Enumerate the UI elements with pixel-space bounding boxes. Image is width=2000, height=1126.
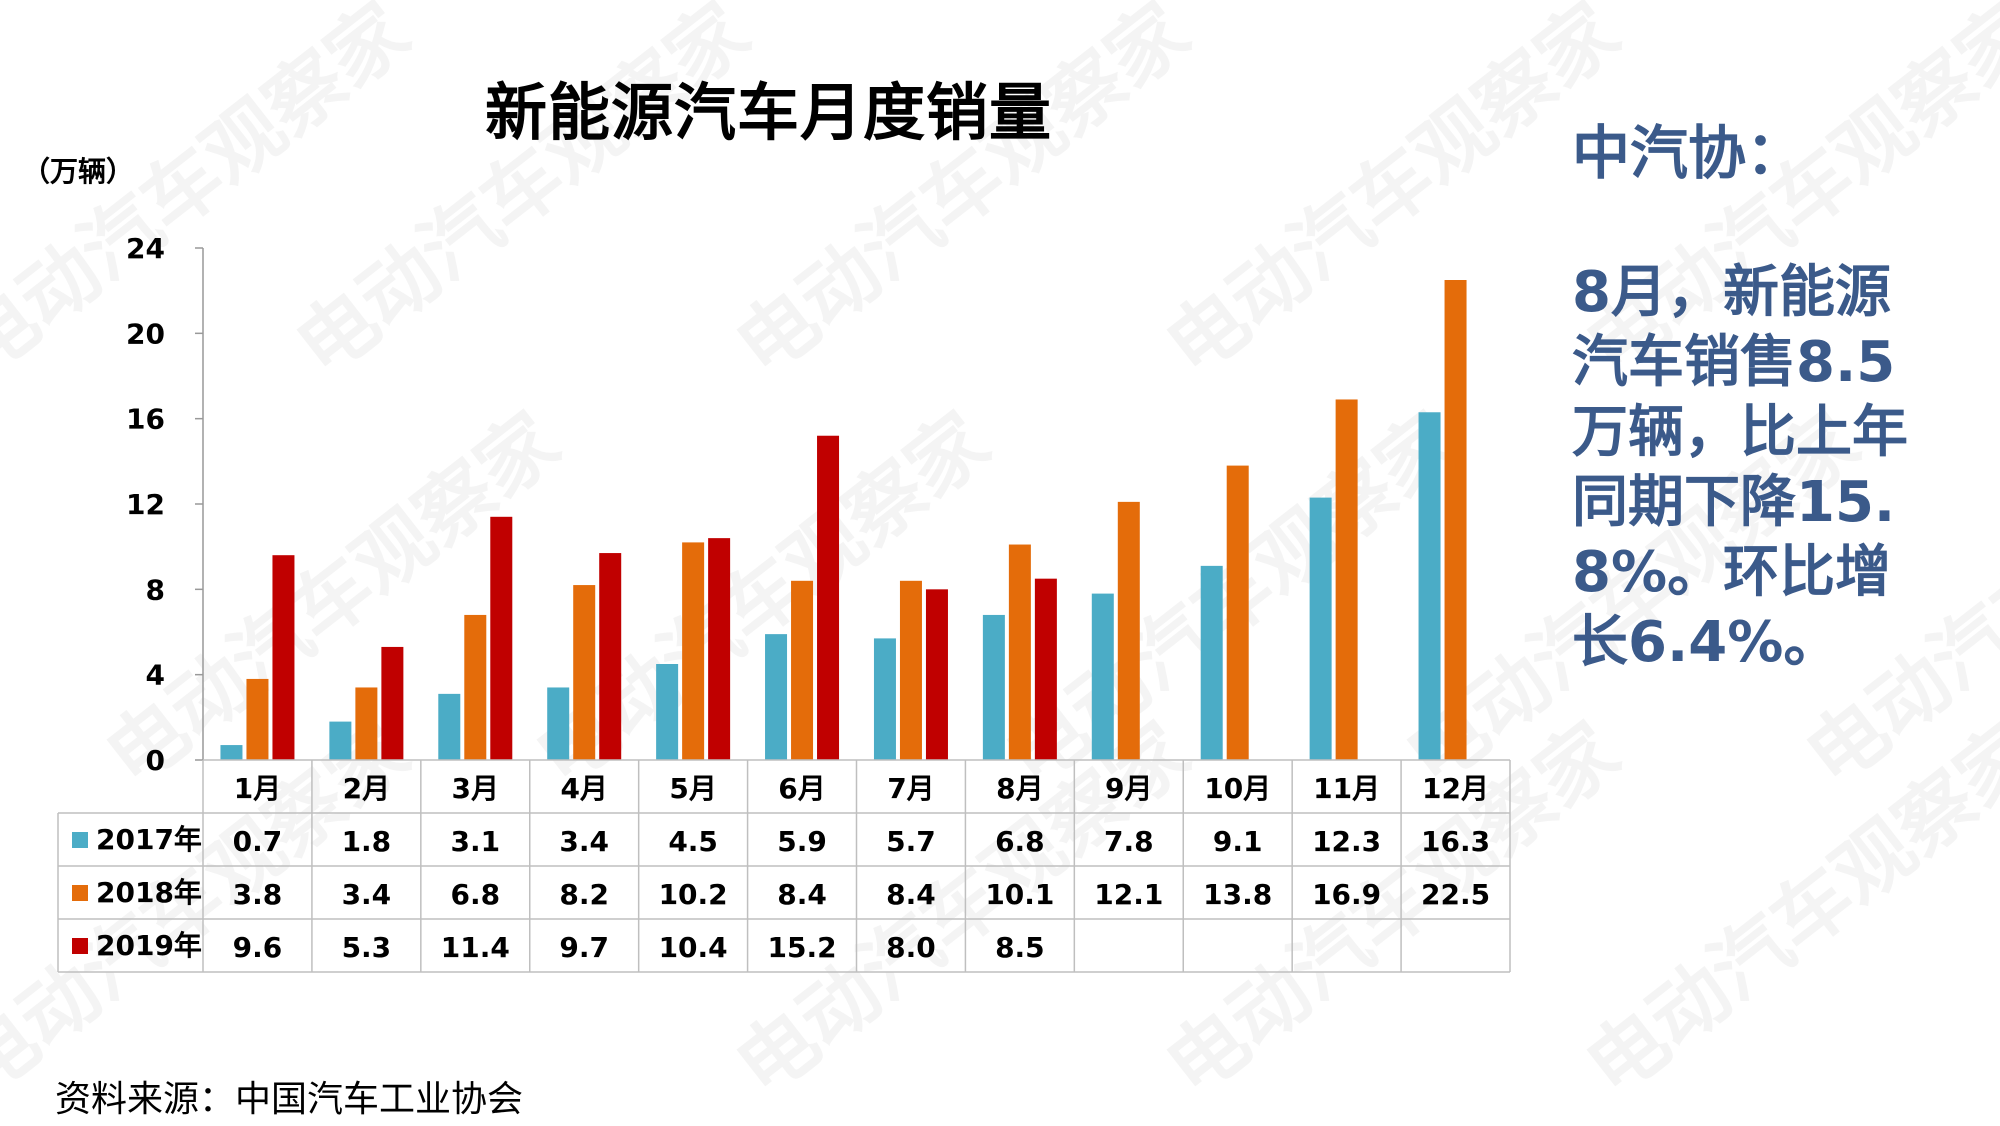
data-label: 6.8 bbox=[995, 825, 1045, 858]
y-tick-label: 20 bbox=[126, 317, 165, 350]
bar-2017年-5月 bbox=[656, 664, 679, 760]
bar-2019年-2月 bbox=[381, 646, 404, 760]
data-label: 5.7 bbox=[886, 825, 936, 858]
side-panel-body: 8月，新能源汽车销售8.5万辆，比上年同期下降15.8%。环比增长6.4%。 bbox=[1572, 260, 1908, 675]
data-label: 7.8 bbox=[1104, 825, 1154, 858]
data-label: 8.4 bbox=[886, 878, 936, 911]
bar-2018年-1月 bbox=[246, 678, 269, 760]
data-label: 10.4 bbox=[659, 931, 728, 964]
bar-2018年-5月 bbox=[682, 542, 705, 760]
y-tick-label: 12 bbox=[126, 488, 165, 521]
x-category-label: 9月 bbox=[1105, 772, 1152, 805]
data-label: 10.2 bbox=[659, 878, 728, 911]
legend-label: 2017年 bbox=[96, 823, 202, 856]
bar-2017年-12月 bbox=[1418, 412, 1441, 760]
x-category-label: 5月 bbox=[669, 772, 716, 805]
bar-2017年-9月 bbox=[1091, 593, 1114, 760]
side-panel-heading: 中汽协： bbox=[1572, 119, 1805, 187]
bar-2018年-9月 bbox=[1117, 501, 1140, 760]
data-label: 11.4 bbox=[441, 931, 510, 964]
bar-2017年-4月 bbox=[547, 687, 570, 760]
x-category-label: 11月 bbox=[1313, 772, 1380, 805]
bar-2017年-11月 bbox=[1309, 497, 1332, 760]
x-category-label: 7月 bbox=[887, 772, 934, 805]
y-tick-label: 8 bbox=[146, 573, 165, 606]
bar-2018年-6月 bbox=[791, 580, 814, 760]
bar-2018年-2月 bbox=[355, 687, 378, 760]
data-label: 16.3 bbox=[1421, 825, 1490, 858]
y-tick-label: 16 bbox=[126, 403, 165, 436]
data-label: 3.8 bbox=[233, 878, 283, 911]
legend-label: 2019年 bbox=[96, 929, 202, 962]
bar-2018年-8月 bbox=[1008, 544, 1031, 760]
bar-2017年-1月 bbox=[220, 745, 243, 760]
x-category-label: 1月 bbox=[234, 772, 281, 805]
chart-title: 新能源汽车月度销量 bbox=[485, 76, 1053, 149]
bar-2017年-2月 bbox=[329, 721, 352, 760]
data-label: 6.8 bbox=[450, 878, 500, 911]
bar-2019年-5月 bbox=[708, 538, 731, 760]
x-category-label: 12月 bbox=[1422, 772, 1489, 805]
x-category-label: 3月 bbox=[452, 772, 499, 805]
x-category-label: 10月 bbox=[1204, 772, 1271, 805]
legend-swatch-2018年 bbox=[72, 885, 88, 901]
legend-label: 2018年 bbox=[96, 876, 202, 909]
bar-2017年-3月 bbox=[438, 693, 461, 760]
data-label: 3.1 bbox=[450, 825, 500, 858]
data-label: 1.8 bbox=[342, 825, 392, 858]
bar-2018年-12月 bbox=[1444, 280, 1467, 760]
bar-2017年-6月 bbox=[765, 634, 788, 760]
data-label: 0.7 bbox=[233, 825, 283, 858]
x-category-label: 8月 bbox=[996, 772, 1043, 805]
legend-swatch-2017年 bbox=[72, 832, 88, 848]
data-label: 8.2 bbox=[559, 878, 609, 911]
data-label: 16.9 bbox=[1312, 878, 1381, 911]
data-label: 12.1 bbox=[1094, 878, 1163, 911]
data-label: 15.2 bbox=[767, 931, 836, 964]
y-tick-label: 4 bbox=[146, 659, 165, 692]
bar-2018年-11月 bbox=[1335, 399, 1358, 760]
bar-2019年-1月 bbox=[272, 555, 295, 760]
bar-2018年-10月 bbox=[1226, 465, 1249, 760]
source-note: 资料来源：中国汽车工业协会 bbox=[55, 1079, 524, 1120]
legend-swatch-2019年 bbox=[72, 938, 88, 954]
data-label: 5.9 bbox=[777, 825, 827, 858]
bar-2018年-4月 bbox=[573, 585, 596, 760]
bar-2019年-3月 bbox=[490, 516, 513, 760]
data-label: 9.7 bbox=[559, 931, 609, 964]
data-label: 12.3 bbox=[1312, 825, 1381, 858]
data-label: 5.3 bbox=[342, 931, 392, 964]
data-label: 3.4 bbox=[559, 825, 609, 858]
bar-2018年-3月 bbox=[464, 614, 487, 760]
bar-2018年-7月 bbox=[899, 580, 922, 760]
data-label: 9.1 bbox=[1213, 825, 1263, 858]
data-label: 22.5 bbox=[1421, 878, 1490, 911]
data-label: 4.5 bbox=[668, 825, 718, 858]
side-panel: 中汽协： 8月，新能源汽车销售8.5万辆，比上年同期下降15.8%。环比增长6.… bbox=[1572, 118, 1992, 678]
bar-2019年-8月 bbox=[1034, 578, 1057, 760]
x-category-label: 2月 bbox=[343, 772, 390, 805]
data-label: 9.6 bbox=[233, 931, 283, 964]
data-label: 8.0 bbox=[886, 931, 936, 964]
data-label: 10.1 bbox=[985, 878, 1054, 911]
y-axis-unit-label: （万辆） bbox=[22, 155, 135, 188]
x-category-label: 4月 bbox=[560, 772, 607, 805]
data-label: 13.8 bbox=[1203, 878, 1272, 911]
bar-2019年-6月 bbox=[817, 435, 840, 760]
bar-2017年-7月 bbox=[873, 638, 896, 760]
data-label: 8.4 bbox=[777, 878, 827, 911]
y-tick-label: 24 bbox=[126, 232, 165, 265]
bar-2019年-4月 bbox=[599, 553, 622, 760]
bar-2019年-7月 bbox=[925, 589, 948, 760]
bar-2017年-8月 bbox=[982, 614, 1005, 760]
y-tick-label: 0 bbox=[146, 744, 165, 777]
data-label: 8.5 bbox=[995, 931, 1045, 964]
data-label: 3.4 bbox=[342, 878, 392, 911]
x-category-label: 6月 bbox=[778, 772, 825, 805]
bar-2017年-10月 bbox=[1200, 565, 1223, 760]
